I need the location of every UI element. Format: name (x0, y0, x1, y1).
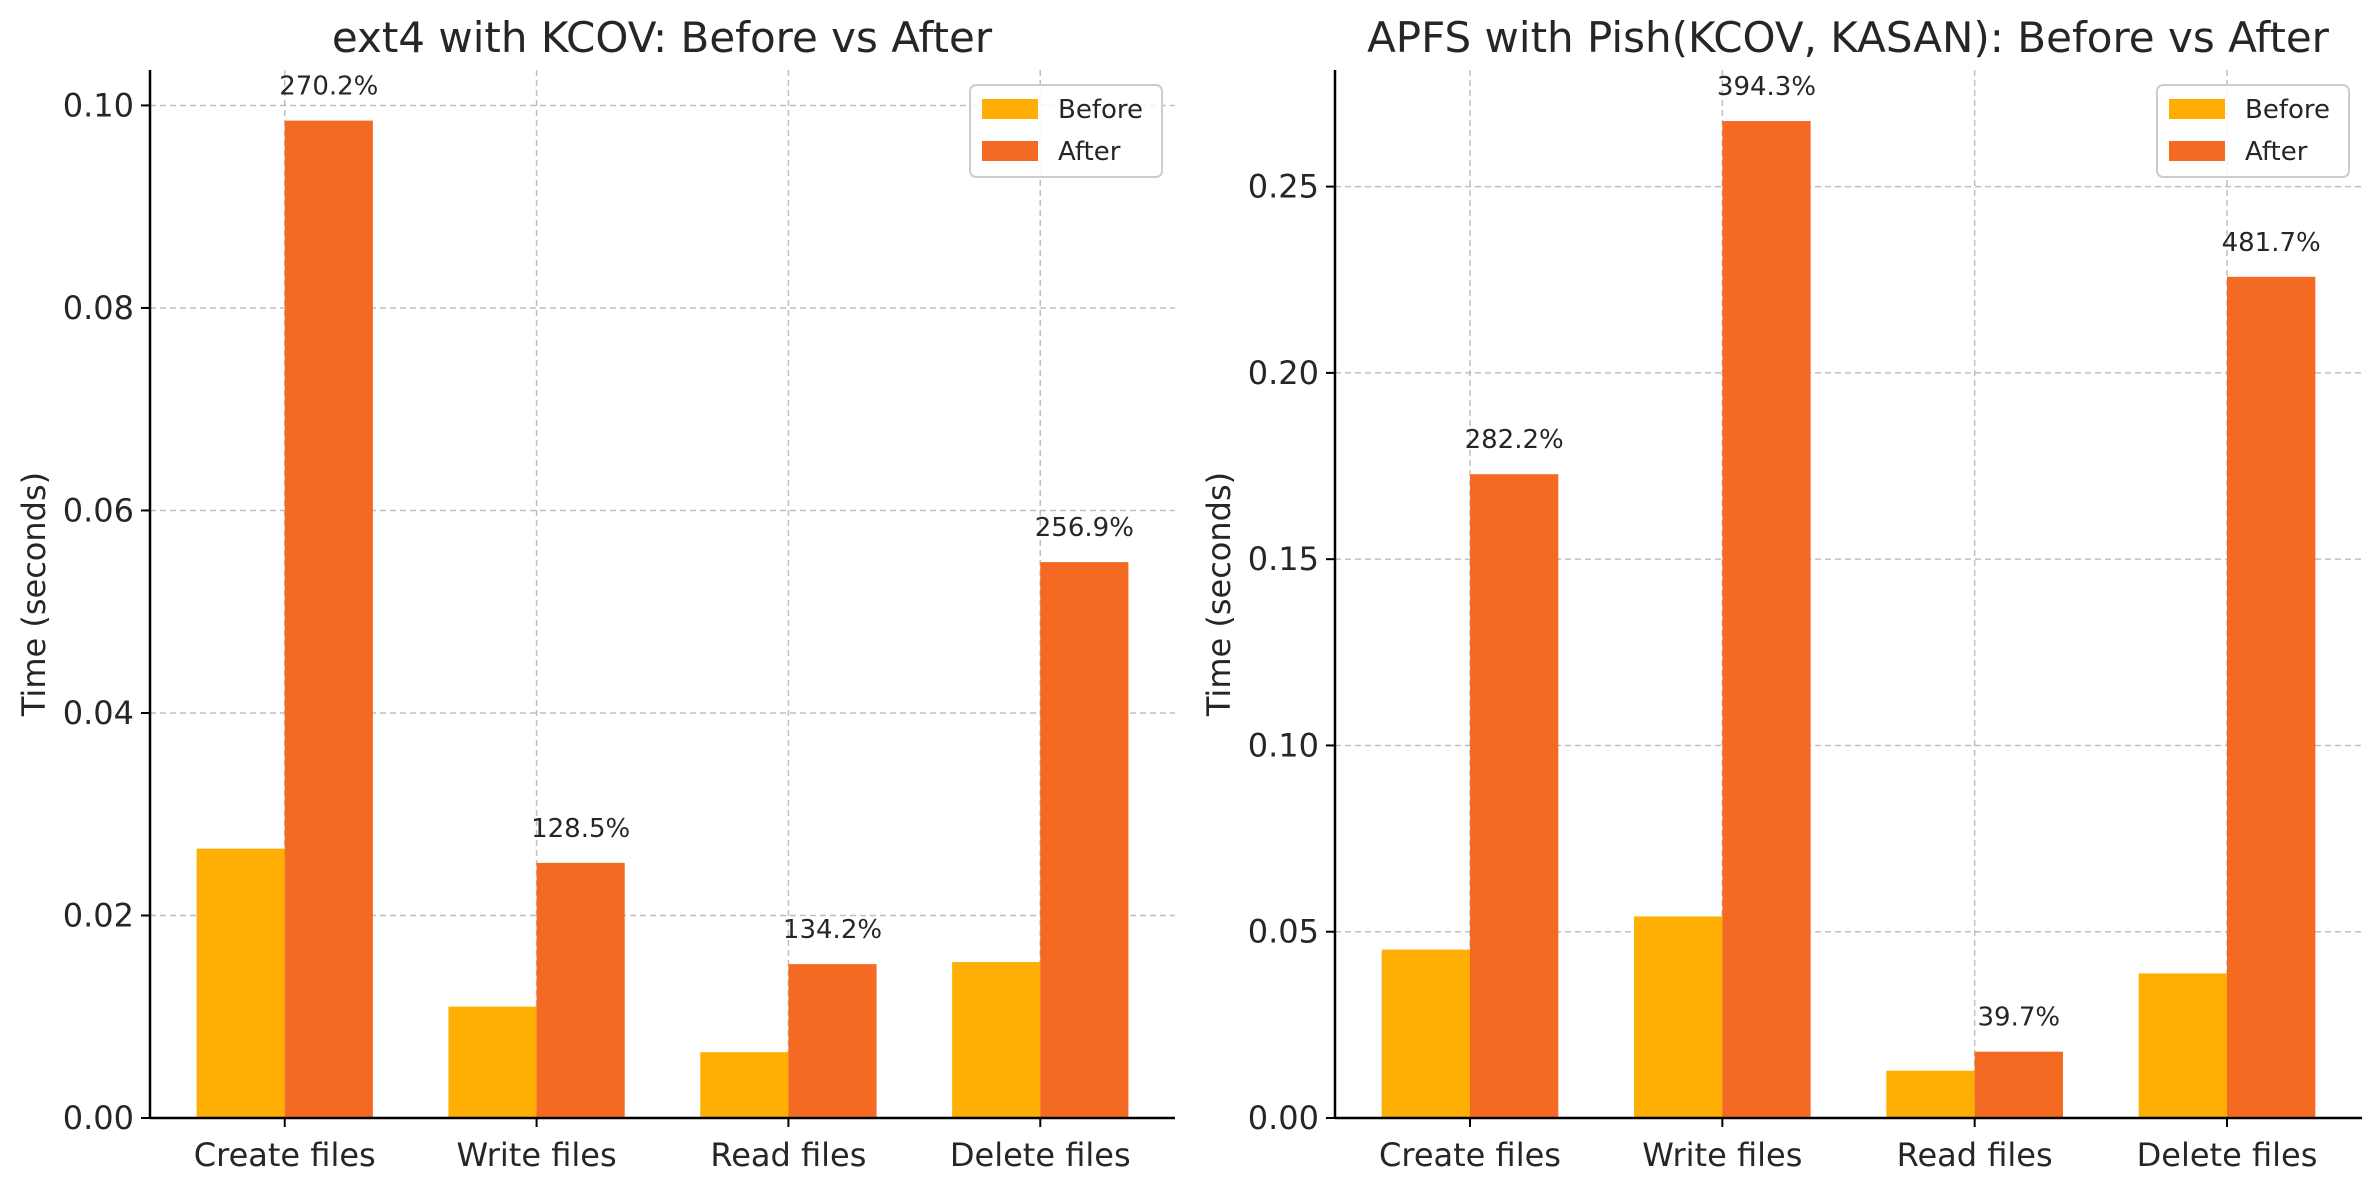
legend-label: After (2245, 137, 2308, 167)
y-tick-label: 0.10 (63, 86, 134, 124)
data-label: 270.2% (279, 72, 378, 102)
data-label: 394.3% (1717, 72, 1816, 102)
bar-after-4 (1040, 562, 1129, 1118)
bar-before-2 (448, 1006, 537, 1118)
legend-label: Before (2245, 95, 2330, 125)
legend-label: After (1058, 137, 1121, 167)
bar-before-4 (952, 962, 1041, 1118)
data-label: 481.7% (2222, 228, 2321, 258)
data-label: 256.9% (1035, 513, 1134, 543)
legend-label: Before (1058, 95, 1143, 125)
y-tick-label: 0.05 (1248, 913, 1319, 951)
y-tick-label: 0.10 (1248, 726, 1319, 764)
y-tick-label: 0.00 (1248, 1099, 1319, 1137)
y-tick-label: 0.25 (1248, 168, 1319, 206)
y-axis-label: Time (seconds) (1200, 472, 1238, 717)
chart-title: APFS with Pish(KCOV, KASAN): Before vs A… (1367, 13, 2330, 62)
bar-after-1 (284, 120, 373, 1118)
x-tick-label: Write files (1642, 1136, 1802, 1174)
bar-after-2 (536, 862, 625, 1118)
data-label: 39.7% (1978, 1003, 2061, 1033)
bar-before-3 (1886, 1070, 1975, 1118)
y-tick-label: 0.15 (1248, 540, 1319, 578)
y-tick-label: 0.06 (63, 491, 134, 529)
legend-swatch-before (982, 99, 1038, 119)
chart-title: ext4 with KCOV: Before vs After (332, 13, 993, 62)
bar-after-3 (1974, 1051, 2063, 1118)
bar-after-4 (2227, 276, 2316, 1119)
x-tick-label: Create files (194, 1136, 376, 1174)
y-tick-label: 0.20 (1248, 354, 1319, 392)
y-tick-label: 0.00 (63, 1099, 134, 1137)
data-label: 134.2% (783, 915, 882, 945)
legend-swatch-after (982, 141, 1038, 161)
bar-before-1 (196, 848, 285, 1118)
data-label: 128.5% (531, 814, 630, 844)
bar-after-3 (788, 964, 877, 1118)
bars (1381, 121, 2316, 1119)
x-tick-label: Delete files (950, 1136, 1131, 1174)
bar-before-2 (1634, 916, 1723, 1118)
x-tick-label: Delete files (2137, 1136, 2318, 1174)
legend-swatch-after (2169, 141, 2225, 161)
bar-after-2 (1722, 121, 1811, 1119)
x-tick-label: Read files (1897, 1136, 2053, 1174)
data-label: 282.2% (1465, 425, 1564, 455)
bar-before-4 (2138, 973, 2228, 1118)
bar-after-1 (1469, 474, 1559, 1118)
y-axis-label: Time (seconds) (15, 472, 53, 717)
x-tick-label: Read files (710, 1136, 866, 1174)
chart-panel-1: 270.2% 128.5% 134.2% 256.9% 0.00 0.02 0.04 0.06… (15, 13, 1175, 1174)
y-tick-label: 0.02 (63, 896, 134, 934)
y-tick-label: 0.08 (63, 289, 134, 327)
legend-swatch-before (2169, 99, 2225, 119)
x-tick-label: Create files (1379, 1136, 1561, 1174)
bar-before-3 (700, 1052, 789, 1118)
chart-panel-2: 282.2% 394.3% 39.7% 481.7% 0.00 0.05 0.10 0.15 0… (1200, 13, 2362, 1174)
x-tick-label: Write files (457, 1136, 617, 1174)
legend: Before After (969, 84, 1163, 178)
bar-before-1 (1381, 949, 1470, 1118)
y-tick-label: 0.04 (63, 694, 134, 732)
bars (196, 120, 1129, 1118)
legend: Before After (2156, 84, 2350, 178)
